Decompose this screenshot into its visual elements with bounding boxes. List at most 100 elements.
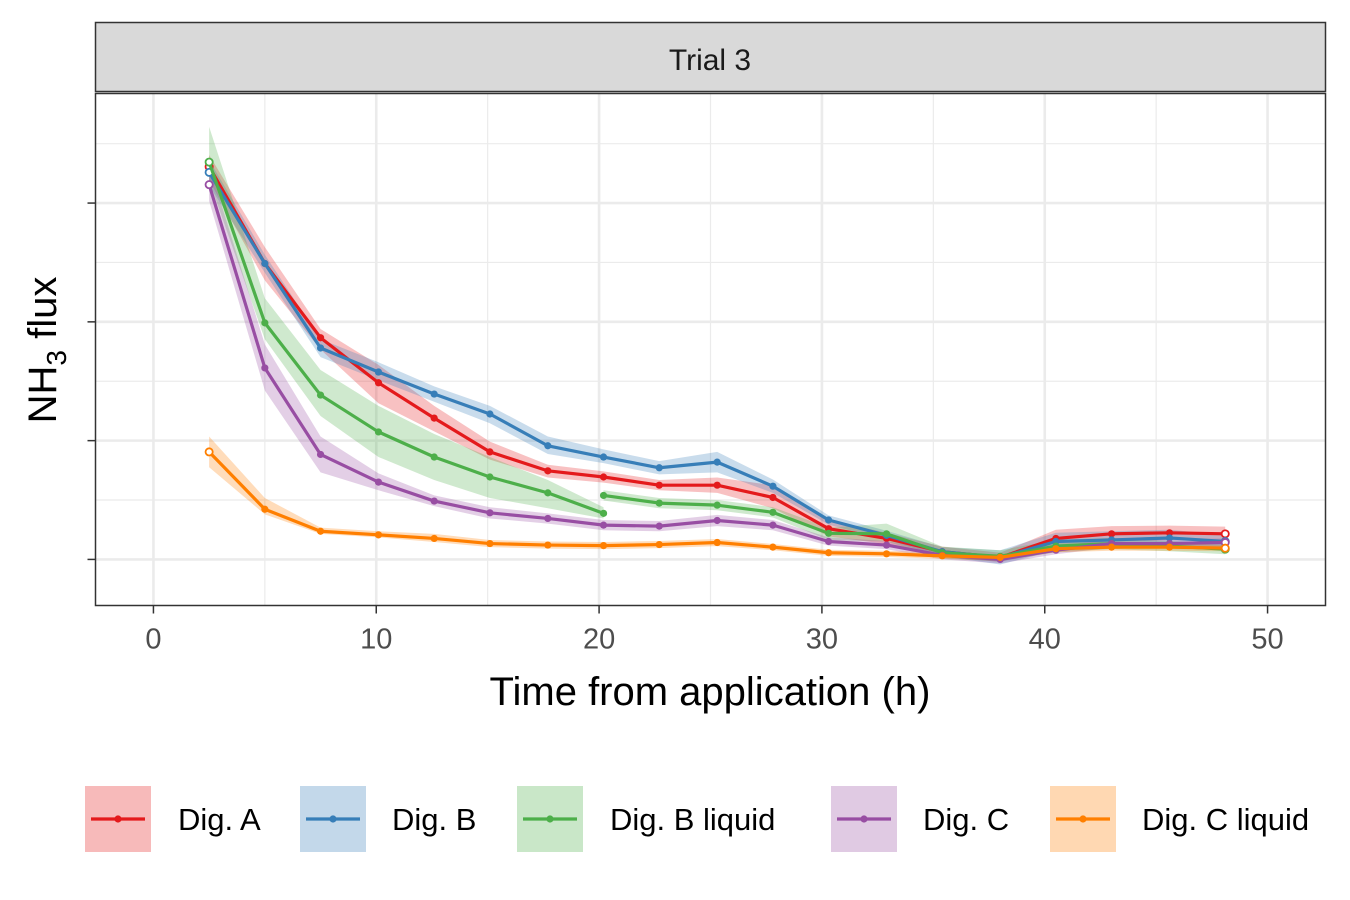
plot-panel-border [94,92,1327,607]
data-point-dig-c-liquid [374,531,383,539]
data-point-dig-b-liquid [599,509,608,517]
data-point-dig-c [713,516,721,525]
data-point-dig-c-liquid [1220,543,1230,553]
data-point-dig-a [655,481,663,489]
data-point-dig-a [544,467,552,475]
series-line-dig-b-liquid [207,161,605,515]
data-point-dig-b [824,516,833,524]
data-point-dig-c-liquid [713,538,721,547]
data-point-dig-a [1107,530,1116,538]
x-tick-label: 40 [1029,624,1061,656]
data-point-dig-b-liquid [599,491,608,500]
data-point-dig-b-liquid [544,489,552,497]
grid-lines [95,93,1326,606]
data-point-dig-c-liquid [261,505,269,513]
data-point-dig-b-liquid [204,157,214,167]
data-point-dig-c-liquid [938,552,946,560]
data-point-dig-c [769,521,777,529]
data-point-dig-b-liquid [374,428,383,436]
legend-label-dig-c-liquid: Dig. C liquid [1142,802,1309,837]
x-tick-label: 50 [1251,624,1283,656]
legend-label-dig-a: Dig. A [178,802,261,837]
data-point-dig-c [374,478,383,486]
data-point-dig-b [655,464,663,472]
data-point-dig-b [713,458,721,466]
ribbon-dig-a [209,154,1226,562]
data-point-dig-c [316,450,325,459]
data-point-dig-c-liquid [599,541,608,550]
data-point-dig-c-liquid [430,534,438,543]
data-point-dig-a [599,473,608,481]
ribbon-dig-b-liquid [603,490,1226,562]
data-point-dig-c [599,521,608,529]
data-point-dig-c [655,522,663,530]
ribbon-dig-b-liquid [209,126,604,519]
legend-label-dig-b: Dig. B [392,802,476,837]
data-point-dig-b [374,368,383,376]
data-point-dig-a [430,414,438,422]
data-point-dig-c [486,509,494,517]
data-point-dig-a [1220,529,1230,539]
legend-key-point-dig-b [329,815,337,823]
legend-key-point-dig-a [114,815,122,823]
data-point-dig-b-liquid [882,530,891,538]
legend-label-dig-b-liquid: Dig. B liquid [610,802,775,837]
data-point-dig-a [486,448,494,456]
data-point-dig-c-liquid [486,539,494,548]
data-point-dig-b [1165,534,1174,542]
data-point-dig-b-liquid [316,391,325,399]
data-point-dig-b-liquid [824,529,833,537]
facet-strip [94,21,1327,93]
data-point-dig-a [713,481,721,489]
data-point-dig-c [204,180,214,190]
x-tick-label: 0 [145,624,161,656]
data-point-dig-c [882,541,891,549]
data-point-dig-c-liquid [1052,545,1060,553]
data-point-dig-c-liquid [1165,543,1174,551]
data-point-dig-a [1165,529,1174,537]
data-point-dig-c-liquid [996,553,1004,561]
legend-label-dig-c: Dig. C [923,802,1009,837]
legend: Dig. A Dig. B Dig. B liquid Dig. C Dig. C li… [85,786,1309,852]
data-point-dig-c-liquid [655,540,663,549]
data-point-dig-a [316,334,325,342]
data-point-dig-b [486,410,494,418]
x-tick-label: 10 [360,624,392,656]
y-axis-title-tail: flux [21,277,65,350]
axes: 0 10 20 30 40 50 [87,202,1284,656]
facet-label: Trial 3 [669,44,751,77]
data-point-dig-c-liquid [316,527,325,535]
data-point-dig-a [769,493,777,502]
data-point-dig-b-liquid [769,508,777,516]
x-tick-label: 30 [806,624,838,656]
data-point-dig-c-liquid [1107,543,1116,551]
data-point-dig-b [261,259,269,268]
data-point-dig-c [824,537,833,546]
data-point-dig-b [769,482,777,490]
data-point-dig-c [430,497,438,505]
data-point-dig-b-liquid [430,453,438,461]
data-point-dig-a [374,379,383,387]
y-axis-title: NH3 flux [21,277,72,424]
data-point-dig-c [544,514,552,523]
data-point-dig-c [261,364,269,372]
x-tick-label: 20 [583,624,615,656]
data-point-dig-c-liquid [882,550,891,558]
data-point-dig-c-liquid [769,543,777,551]
data-point-dig-b-liquid [713,501,721,509]
data-point-dig-b-liquid [261,319,269,327]
data-point-dig-c-liquid [204,447,214,457]
data-point-dig-b [544,442,552,450]
y-axis-title-subscript: 3 [41,350,72,366]
data-point-dig-c-liquid [824,549,833,557]
data-point-dig-b [316,344,325,352]
legend-key-point-dig-c [860,815,868,823]
legend-key-point-dig-c-liquid [1079,815,1087,823]
data-point-dig-c-liquid [544,541,552,549]
x-axis-title: Time from application (h) [490,670,931,714]
data-point-dig-b-liquid [486,473,494,481]
data-point-dig-b [599,453,608,461]
data-point-dig-b-liquid [655,499,663,507]
data-point-dig-b [430,390,438,398]
